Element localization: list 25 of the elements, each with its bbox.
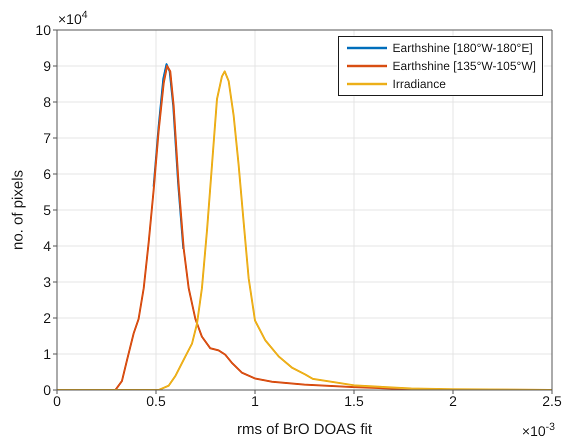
legend-label: Earthshine [180°W-180°E] (392, 41, 533, 55)
y-tick-label: 5 (43, 202, 52, 218)
x-tick-label: 2.5 (542, 392, 562, 409)
line-series (152, 63, 184, 250)
y-tick-label: 10 (35, 22, 52, 38)
y-tick-label: 3 (43, 274, 52, 290)
text: ×10$^{-3}$ (522, 421, 556, 439)
x-axis-title: rms of BrO DOAS fit (236, 421, 373, 438)
y-tick-label: 0 (43, 382, 52, 398)
y-axis-title: no. of pixels (9, 170, 26, 250)
y-tick-label: 7 (43, 130, 52, 146)
legend-label: Irradiance (392, 77, 446, 91)
x-tick-label: 1 (251, 392, 260, 409)
text: ×10$^{4}$ (58, 9, 88, 27)
y-tick-label: 6 (43, 166, 52, 182)
y-tick-label: 1 (43, 346, 52, 362)
y-tick-label: 2 (43, 310, 52, 326)
y-tick-label: 4 (43, 238, 52, 254)
x-tick-label: 0.5 (146, 392, 166, 409)
x-tick-label: 2 (449, 392, 458, 409)
legend-label: Earthshine [135°W-105°W] (392, 59, 536, 73)
x-tick-label: 1.5 (344, 392, 364, 409)
y-tick-label: 8 (43, 94, 52, 110)
y-tick-label: 9 (43, 58, 52, 74)
x-tick-label: 0 (53, 392, 62, 409)
